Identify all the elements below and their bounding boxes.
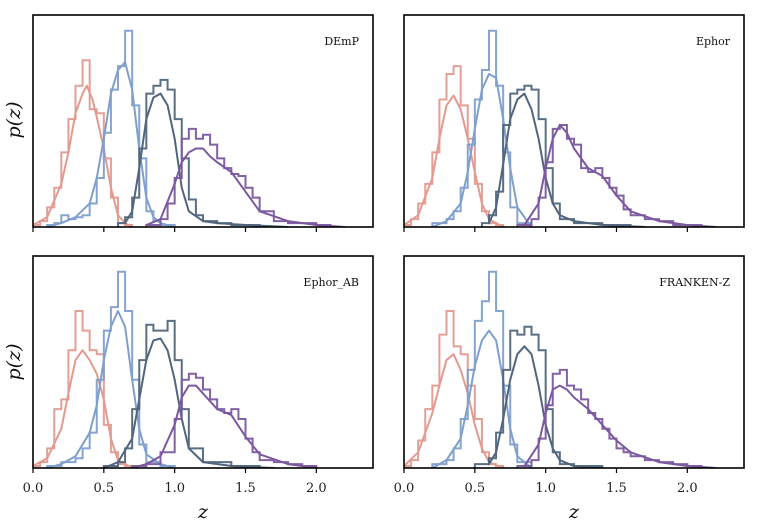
- histogram-bin-1: [404, 66, 503, 227]
- histogram-bin-3: [118, 80, 288, 227]
- panel-plot-area: [404, 272, 716, 468]
- x-tick-label: 0.0: [394, 481, 415, 496]
- x-tick-label: 0.5: [93, 481, 114, 496]
- x-tick-label: 1.0: [164, 481, 185, 496]
- histogram-bin-4: [146, 129, 330, 227]
- ylabel-bottom: p(z): [3, 344, 25, 381]
- pdf-curve-bin-2: [47, 62, 175, 227]
- panel-title: FRANKEN-Z: [659, 276, 730, 289]
- x-tick-label: 2.0: [306, 481, 327, 496]
- panel-title: DEmP: [324, 35, 359, 48]
- panel-plot-area: [33, 272, 316, 468]
- x-tick-label: 1.5: [606, 481, 627, 496]
- figure-canvas: DEmP Ephor 0.0 0.5 1.0 1.5 2.0 Ephor_AB 0.0 0.5 1.…: [0, 0, 759, 528]
- panel-3: 0.0 0.5 1.0 1.5 2.0 Ephor_AB: [23, 256, 373, 496]
- panel-1: DEmP: [33, 15, 373, 232]
- panels-group: DEmP Ephor 0.0 0.5 1.0 1.5 2.0 Ephor_AB 0.0 0.5 1.…: [23, 15, 744, 496]
- ylabel-top: p(z): [3, 102, 25, 139]
- panel-frame: [404, 15, 744, 227]
- pdf-curve-bin-4: [132, 386, 316, 468]
- panel-2: Ephor: [404, 15, 744, 232]
- panel-plot-area: [33, 31, 345, 227]
- panel-frame: [33, 15, 373, 227]
- x-tick-label: 1.5: [235, 481, 256, 496]
- histogram-bin-4: [132, 374, 316, 468]
- x-tick-label: 0.5: [464, 481, 485, 496]
- x-tick-label: 1.0: [535, 481, 556, 496]
- xlabel-left: z: [197, 501, 209, 523]
- histogram-bin-1: [404, 311, 503, 468]
- panel-4: 0.0 0.5 1.0 1.5 2.0 FRANKEN-Z: [394, 256, 744, 496]
- panel-plot-area: [404, 31, 716, 227]
- panel-title: Ephor_AB: [303, 276, 359, 289]
- x-tick-label: 2.0: [677, 481, 698, 496]
- x-tick-label: 0.0: [23, 481, 44, 496]
- panel-title: Ephor: [696, 35, 731, 48]
- xlabel-right: z: [568, 501, 580, 523]
